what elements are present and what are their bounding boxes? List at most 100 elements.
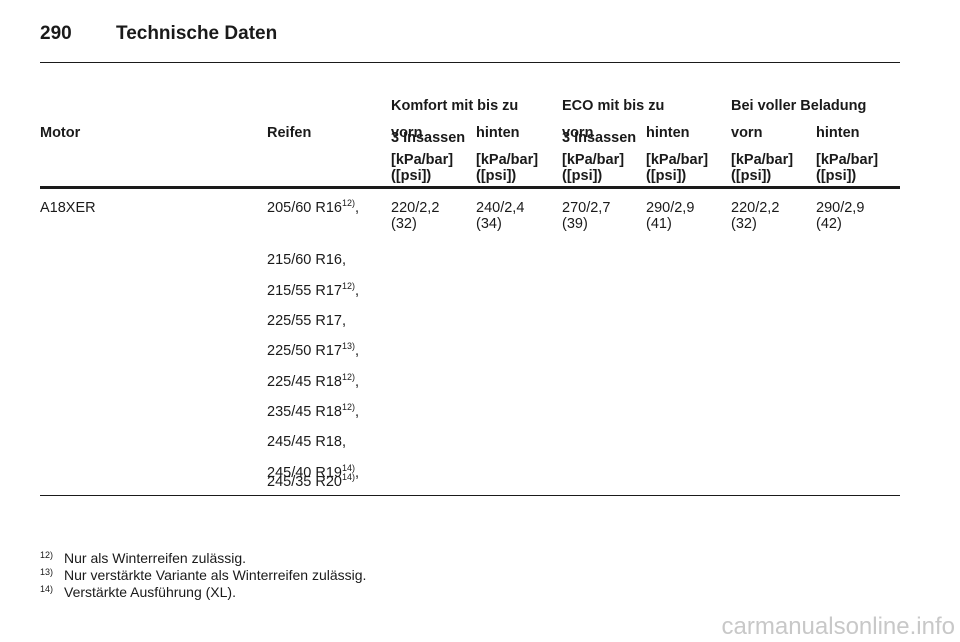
tire-size: 245/40 R1914), [267, 463, 360, 482]
column-header-hinten: hinten [476, 125, 520, 141]
unit-line: [kPa/bar] [731, 152, 794, 168]
tire-size: 225/45 R1812), [267, 372, 360, 391]
footnote-mark: 12) [40, 550, 54, 560]
group-header-line: 3 Insassen [562, 130, 637, 146]
footnote-ref: 12) [341, 281, 355, 291]
tire-size: 225/55 R17, [267, 313, 346, 330]
tire-size-text: 215/60 R16 [267, 252, 342, 268]
tire-size-separator: , [341, 434, 347, 450]
page-header: 290 Technische Daten [40, 19, 900, 49]
footnote-ref: 14) [341, 463, 355, 473]
group-header-line: Komfort mit bis zu [391, 98, 519, 114]
pressure-psi: (39) [562, 216, 588, 232]
tire-size: 215/60 R16, [267, 252, 346, 269]
unit-line: ([psi]) [646, 168, 687, 184]
tire-size-text: 225/50 R17 [267, 343, 342, 359]
unit-line: ([psi]) [816, 168, 857, 184]
pressure-psi: (41) [646, 216, 672, 232]
pressure-value: 220/2,2 [731, 200, 780, 216]
footnote: 13) Nur verstärkte Variante als Winterre… [40, 567, 900, 584]
unit-line: ([psi]) [731, 168, 772, 184]
group-header-komfort: Komfort mit bis zu 3 Insassen [391, 82, 518, 162]
tire-size: 215/55 R1712), [267, 281, 360, 300]
watermark: carmanualsonline.info [721, 613, 955, 640]
pressure-psi: (34) [476, 216, 502, 232]
pressure-value: 290/2,9 [816, 200, 865, 216]
pressure-value: 290/2,9 [646, 200, 695, 216]
column-header-vorn: vorn [391, 125, 423, 141]
tire-size-separator: , [355, 200, 360, 216]
footnote-ref: 12) [341, 372, 355, 382]
tire-size-text: 235/45 R18 [267, 404, 342, 420]
column-header-hinten: hinten [816, 125, 860, 141]
tire-size-separator: , [355, 404, 360, 420]
tire-size-text: 245/40 R19 [267, 465, 342, 481]
footnote: 14) Verstärkte Ausführung (XL). [40, 584, 900, 601]
tire-size: 245/35 R2014) [267, 472, 355, 491]
tire-size-separator: , [355, 374, 360, 390]
motor-cell: A18XER [40, 200, 96, 216]
unit-line: [kPa/bar] [816, 152, 879, 168]
unit-line: [kPa/bar] [562, 152, 625, 168]
footnote-text: Nur als Winterreifen zulässig. [64, 550, 247, 566]
tire-size-text: 245/35 R20 [267, 474, 342, 490]
footnote-mark: 13) [40, 567, 54, 577]
header-rule [40, 62, 900, 63]
table-header-rule [40, 186, 900, 189]
pressure-psi: (32) [731, 216, 757, 232]
pressure-cell: 220/2,2 (32) [731, 200, 779, 232]
unit-header: [kPa/bar] ([psi]) [391, 152, 453, 184]
footnote-ref: 13) [341, 341, 355, 351]
tire-size-text: 225/55 R17 [267, 313, 342, 329]
tire-size: 225/50 R1713), [267, 341, 360, 360]
tire-size-text: 245/45 R18 [267, 434, 342, 450]
tire-size: 235/45 R1812), [267, 402, 360, 421]
tire-size-separator: , [355, 283, 360, 299]
footnote-text: Verstärkte Ausführung (XL). [64, 584, 236, 600]
group-header-eco: ECO mit bis zu 3 Insassen [562, 82, 664, 162]
footnote-mark: 14) [40, 584, 54, 594]
page-title: Technische Daten [116, 23, 278, 44]
tire-size: 245/45 R18, [267, 434, 346, 451]
pressure-value: 240/2,4 [476, 200, 525, 216]
tire-size-text: 205/60 R16 [267, 200, 342, 216]
tire-size-separator: , [341, 252, 347, 268]
unit-header: [kPa/bar] ([psi]) [562, 152, 624, 184]
column-header-vorn: vorn [731, 125, 763, 141]
group-header-line: Bei voller Beladung [731, 98, 867, 114]
unit-header: [kPa/bar] ([psi]) [646, 152, 708, 184]
tire-size-separator: , [355, 343, 360, 359]
column-header-reifen: Reifen [267, 125, 312, 141]
unit-line: ([psi]) [476, 168, 517, 184]
table-bottom-rule [40, 495, 900, 496]
tire-size: 205/60 R1612), [267, 198, 360, 217]
group-header-line: ECO mit bis zu [562, 98, 665, 114]
unit-line: [kPa/bar] [646, 152, 709, 168]
pressure-cell: 220/2,2 (32) [391, 200, 439, 232]
group-header-line: 3 Insassen [391, 130, 466, 146]
tire-size-text: 225/45 R18 [267, 374, 342, 390]
footnote-text: Nur verstärkte Variante als Winterreifen… [64, 567, 367, 583]
column-header-vorn: vorn [562, 125, 594, 141]
pressure-cell: 290/2,9 (41) [646, 200, 694, 232]
tire-size-separator: , [341, 313, 347, 329]
page-number: 290 [40, 23, 72, 44]
pressure-psi: (42) [816, 216, 842, 232]
unit-header: [kPa/bar] ([psi]) [816, 152, 878, 184]
pressure-value: 270/2,7 [562, 200, 611, 216]
unit-header: [kPa/bar] ([psi]) [476, 152, 538, 184]
unit-line: [kPa/bar] [476, 152, 539, 168]
unit-line: [kPa/bar] [391, 152, 454, 168]
unit-header: [kPa/bar] ([psi]) [731, 152, 793, 184]
pressure-cell: 290/2,9 (42) [816, 200, 864, 232]
footnote: 12) Nur als Winterreifen zulässig. [40, 550, 900, 567]
footnote-ref: 12) [341, 198, 355, 208]
pressure-psi: (32) [391, 216, 417, 232]
pressure-cell: 270/2,7 (39) [562, 200, 610, 232]
footnotes: 12) Nur als Winterreifen zulässig. 13) N… [40, 550, 900, 601]
pressure-value: 220/2,2 [391, 200, 440, 216]
unit-line: ([psi]) [391, 168, 432, 184]
column-header-hinten: hinten [646, 125, 690, 141]
tire-size-separator: , [355, 465, 360, 481]
footnote-ref: 12) [341, 402, 355, 412]
